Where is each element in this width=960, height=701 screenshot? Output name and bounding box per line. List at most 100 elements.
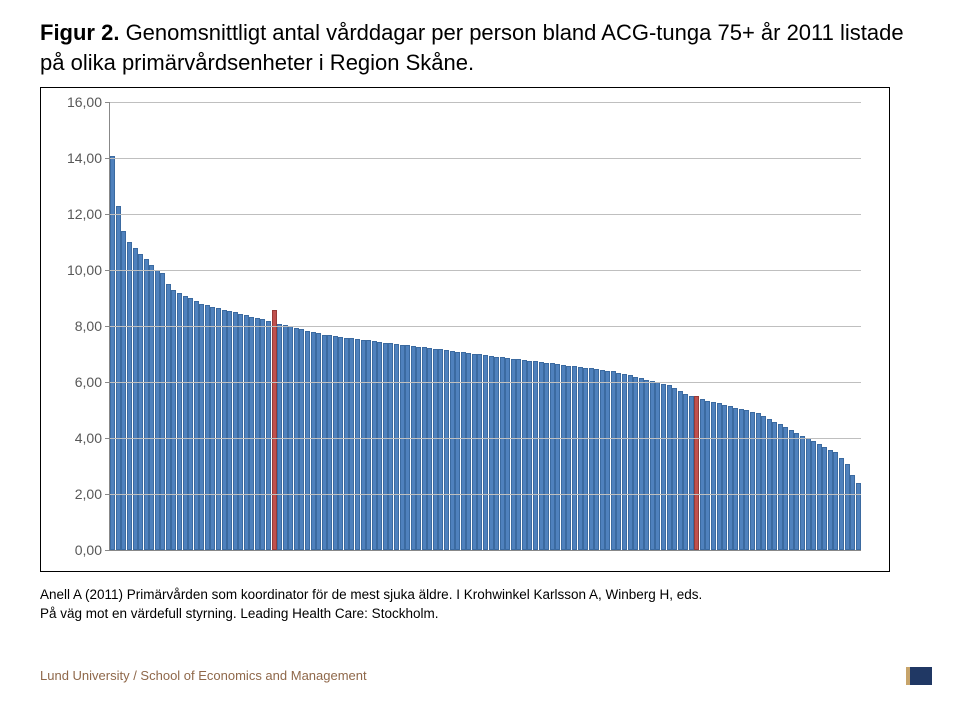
chart-bar <box>633 377 638 551</box>
chart-bar <box>644 380 649 551</box>
chart-tick <box>105 270 110 271</box>
chart-bar <box>594 369 599 550</box>
chart-bar <box>377 342 382 551</box>
chart-bar <box>138 254 143 551</box>
chart-bar <box>372 341 377 550</box>
chart-bar <box>845 464 850 551</box>
corner-decoration <box>906 667 932 685</box>
chart-gridline <box>110 438 861 439</box>
chart-bar <box>789 430 794 550</box>
chart-bar <box>728 406 733 550</box>
chart-bar <box>566 366 571 551</box>
chart-bar <box>516 359 521 550</box>
chart-bar <box>388 343 393 550</box>
chart-gridline <box>110 214 861 215</box>
chart-bar <box>311 332 316 550</box>
chart-bar <box>489 356 494 551</box>
chart-bar <box>583 368 588 551</box>
chart-bar <box>817 444 822 550</box>
chart-bar <box>121 231 126 550</box>
chart-bar <box>689 396 694 550</box>
chart-bar <box>233 312 238 550</box>
chart-bar <box>683 394 688 551</box>
chart-y-label: 12,00 <box>54 206 102 222</box>
chart-gridline <box>110 102 861 103</box>
chart-bar <box>628 375 633 550</box>
chart-bar <box>277 324 282 551</box>
chart-bar <box>522 360 527 550</box>
chart-bar <box>383 343 388 551</box>
chart-bar <box>856 483 861 550</box>
chart-bar <box>822 447 827 551</box>
chart-bar <box>705 401 710 551</box>
chart-bar <box>533 361 538 550</box>
chart-bar <box>127 242 132 550</box>
chart-bar <box>266 321 271 551</box>
chart-y-label: 4,00 <box>54 430 102 446</box>
figure-number: Figur 2. <box>40 20 119 45</box>
chart-bar <box>839 458 844 550</box>
chart-bar <box>739 409 744 550</box>
chart-bar <box>833 452 838 550</box>
chart-bar <box>561 365 566 550</box>
chart-bar <box>611 371 616 550</box>
chart-bar <box>222 310 227 551</box>
chart-bar <box>305 331 310 551</box>
chart-bar <box>355 339 360 550</box>
chart-bar <box>650 381 655 550</box>
chart-y-label: 8,00 <box>54 318 102 334</box>
chart-bar <box>177 293 182 551</box>
chart-bar <box>160 273 165 550</box>
chart-y-label: 2,00 <box>54 486 102 502</box>
chart-y-label: 16,00 <box>54 94 102 110</box>
chart-bar <box>155 270 160 550</box>
chart-bar <box>450 351 455 550</box>
chart-tick <box>105 214 110 215</box>
chart-bar <box>483 355 488 550</box>
chart-tick <box>105 158 110 159</box>
chart-bar-highlight <box>272 310 277 551</box>
chart-bar <box>361 340 366 551</box>
chart-bar <box>422 347 427 550</box>
chart-container: 0,002,004,006,008,0010,0012,0014,0016,00 <box>40 87 890 572</box>
chart-bar <box>316 333 321 550</box>
chart-gridline <box>110 270 861 271</box>
chart-bar <box>605 371 610 551</box>
chart-bar <box>661 384 666 551</box>
chart-y-label: 0,00 <box>54 542 102 558</box>
chart-bar <box>400 345 405 551</box>
chart-bar <box>227 311 232 550</box>
chart-bar <box>667 385 672 550</box>
chart-tick <box>105 326 110 327</box>
chart-bar <box>199 304 204 550</box>
chart-bar <box>600 370 605 551</box>
chart-bar <box>828 450 833 551</box>
chart-bar <box>616 373 621 551</box>
chart-tick <box>105 102 110 103</box>
chart-bar <box>238 314 243 551</box>
chart-tick <box>105 438 110 439</box>
chart-bar <box>349 338 354 550</box>
chart-bar <box>778 424 783 550</box>
chart-tick <box>105 550 110 551</box>
chart-bar <box>639 378 644 550</box>
chart-bar <box>744 410 749 550</box>
chart-gridline <box>110 326 861 327</box>
chart-bar <box>194 301 199 550</box>
chart-bar <box>733 408 738 551</box>
chart-bar <box>772 422 777 551</box>
chart-bar <box>750 412 755 551</box>
chart-plot-area: 0,002,004,006,008,0010,0012,0014,0016,00 <box>109 102 861 551</box>
chart-bar <box>761 416 766 550</box>
chart-bar <box>438 349 443 550</box>
chart-bar <box>255 318 260 550</box>
chart-bar <box>299 329 304 550</box>
chart-bar <box>550 363 555 550</box>
chart-bar <box>700 399 705 550</box>
chart-bar <box>527 361 532 551</box>
chart-bar <box>572 366 577 550</box>
chart-bar <box>477 354 482 550</box>
chart-bar <box>500 357 505 550</box>
figure-title: Figur 2. Genomsnittligt antal vårddagar … <box>40 18 920 77</box>
chart-bar <box>216 308 221 550</box>
